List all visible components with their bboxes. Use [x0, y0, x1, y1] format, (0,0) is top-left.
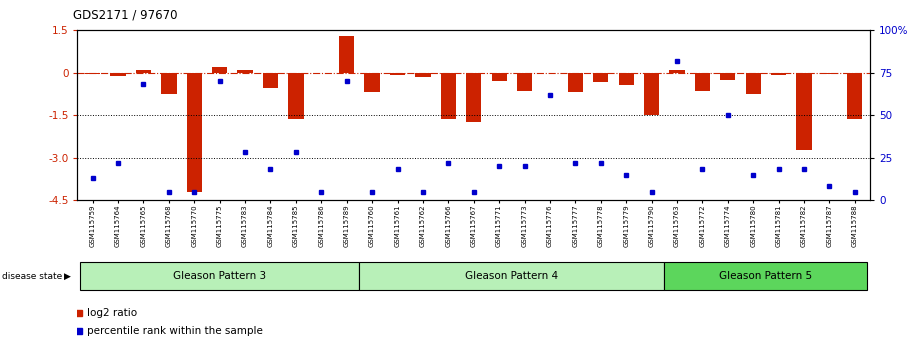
Bar [110, 73, 126, 76]
Text: Gleason Pattern 4: Gleason Pattern 4 [466, 271, 558, 281]
Bar [822, 73, 837, 74]
Bar [364, 73, 380, 92]
Text: ▶: ▶ [64, 272, 71, 281]
FancyBboxPatch shape [80, 262, 360, 290]
Bar [847, 73, 863, 119]
Text: log2 ratio: log2 ratio [87, 308, 138, 318]
Bar [593, 73, 609, 82]
Bar [187, 73, 202, 192]
Bar [85, 73, 100, 74]
Bar [238, 70, 252, 73]
Bar [466, 73, 481, 122]
Bar [745, 73, 761, 94]
Bar [212, 68, 228, 73]
Bar [441, 73, 456, 119]
Bar [670, 70, 684, 73]
Bar [339, 36, 354, 73]
Bar [288, 73, 303, 119]
Bar [796, 73, 812, 150]
Bar [415, 73, 431, 77]
FancyBboxPatch shape [664, 262, 867, 290]
Bar [644, 73, 660, 115]
Text: disease state: disease state [2, 272, 62, 281]
Bar [771, 73, 786, 75]
Bar [263, 73, 278, 88]
Text: percentile rank within the sample: percentile rank within the sample [87, 326, 263, 336]
Bar [492, 73, 507, 81]
Bar [161, 73, 177, 94]
Bar [695, 73, 710, 91]
Bar [517, 73, 532, 91]
Bar [619, 73, 634, 85]
Bar [390, 73, 405, 75]
Bar [136, 70, 151, 73]
Text: Gleason Pattern 3: Gleason Pattern 3 [173, 271, 266, 281]
Bar [568, 73, 583, 92]
Text: Gleason Pattern 5: Gleason Pattern 5 [720, 271, 813, 281]
Text: GDS2171 / 97670: GDS2171 / 97670 [73, 9, 178, 22]
Bar [720, 73, 735, 80]
FancyBboxPatch shape [360, 262, 664, 290]
